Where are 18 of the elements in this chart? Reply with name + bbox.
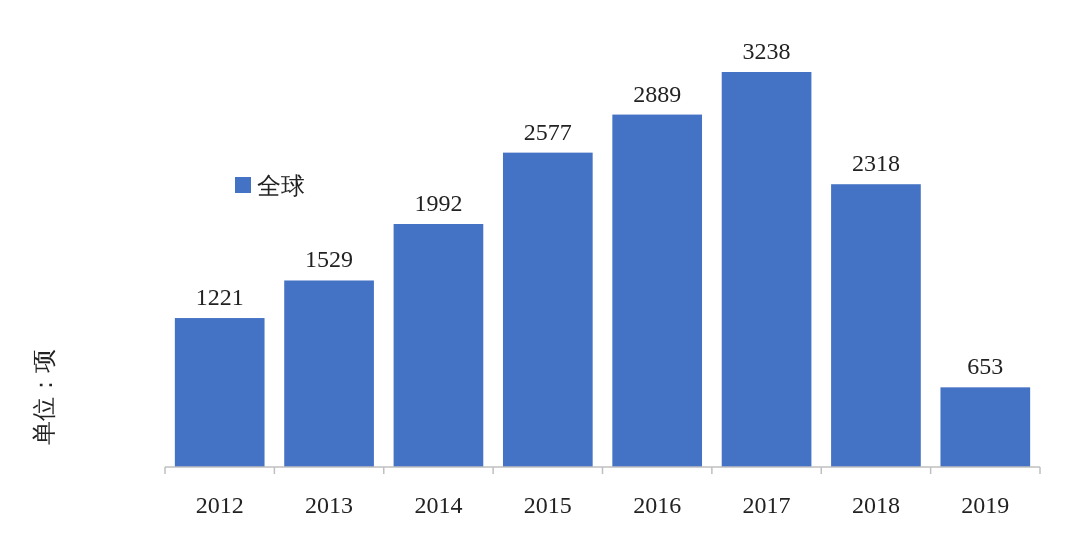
data-label: 653 (967, 353, 1004, 380)
data-label: 2318 (851, 150, 900, 177)
y-axis-title: 单位：项 (30, 349, 58, 445)
data-label: 2889 (633, 80, 682, 107)
x-tick-label: 2015 (523, 492, 572, 518)
data-label: 1529 (305, 246, 354, 273)
x-tick-label: 2013 (305, 492, 354, 518)
x-tick-label: 2018 (851, 492, 900, 518)
data-label: 1992 (414, 190, 463, 216)
x-tick-label: 2019 (961, 492, 1010, 518)
x-tick-label: 2012 (195, 492, 244, 518)
x-tick-label: 2017 (742, 492, 791, 518)
x-tick-label: 2014 (414, 492, 463, 518)
legend-label: 全球 (257, 172, 305, 200)
data-label: 3238 (742, 38, 791, 64)
data-label: 1221 (195, 284, 244, 311)
x-tick-label: 2016 (633, 492, 682, 518)
data-label: 2577 (523, 118, 572, 145)
